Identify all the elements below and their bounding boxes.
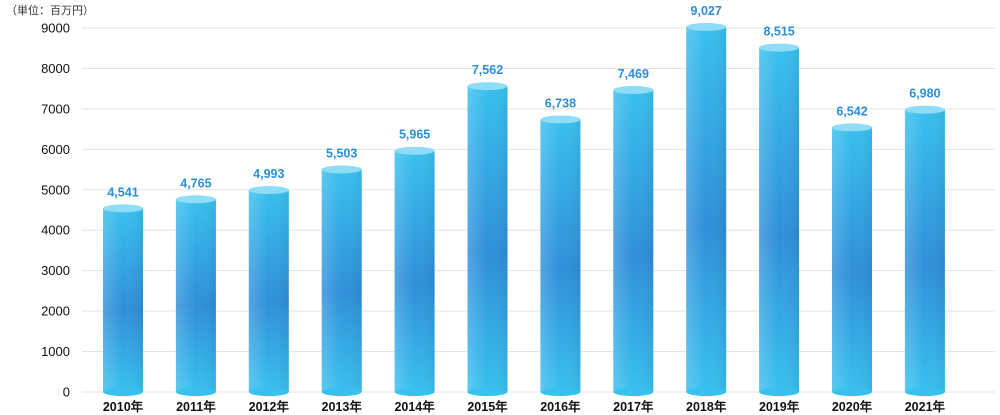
bar-base (467, 388, 508, 396)
bar-cap (686, 22, 727, 31)
bar-cap (613, 85, 654, 94)
bar-cap (832, 123, 872, 132)
x-tick-label: 2012年 (249, 399, 290, 414)
bar-cap (540, 115, 581, 124)
bar-cap (904, 105, 945, 114)
bar-shade (832, 127, 872, 392)
bar-shade (686, 26, 727, 393)
bar-base (613, 388, 654, 396)
bar-cap (759, 43, 800, 52)
bar-shade (759, 47, 800, 393)
bar-base (175, 388, 216, 396)
bar-base (686, 388, 727, 396)
y-tick-label: 6000 (41, 142, 70, 157)
bar-shade (175, 199, 216, 392)
value-label: 5,965 (399, 128, 430, 142)
bar-base (832, 388, 872, 396)
x-tick-label: 2018年 (686, 399, 727, 414)
bar-cap (248, 186, 289, 195)
value-label: 4,541 (107, 185, 138, 199)
bar-cap (321, 165, 362, 174)
value-label: 7,469 (618, 67, 649, 81)
x-tick-label: 2016年 (540, 399, 581, 414)
value-label: 4,993 (253, 167, 284, 181)
bar-base (904, 388, 945, 396)
bar-base (248, 388, 289, 396)
value-label: 6,542 (836, 104, 867, 118)
bar-base (394, 388, 435, 396)
y-tick-label: 1000 (41, 344, 70, 359)
value-label: 8,515 (763, 25, 794, 39)
bar-shade (613, 89, 654, 392)
value-label: 9,027 (691, 4, 722, 18)
bar-shade (321, 169, 362, 392)
bar-shade (394, 150, 435, 392)
x-tick-label: 2013年 (322, 399, 363, 414)
y-tick-label: 7000 (41, 101, 70, 116)
x-tick-label: 2021年 (905, 399, 946, 414)
bar-base (540, 388, 581, 396)
bar-cap (467, 82, 508, 91)
bar-base (321, 388, 362, 396)
y-tick-label: 4000 (41, 223, 70, 238)
x-tick-label: 2011年 (176, 399, 216, 414)
bar-shade (103, 208, 143, 392)
bar-base (103, 388, 143, 396)
y-tick-label: 8000 (41, 61, 70, 76)
x-tick-label: 2014年 (394, 399, 435, 414)
y-tick-label: 2000 (41, 304, 70, 319)
x-tick-label: 2020年 (832, 399, 873, 414)
bar-shade (904, 109, 945, 392)
bar-cap (103, 204, 143, 213)
unit-label: （単位：百万円） (6, 4, 94, 17)
value-label: 5,503 (326, 146, 357, 160)
x-tick-label: 2019年 (759, 399, 800, 414)
value-label: 6,980 (909, 87, 940, 101)
value-label: 4,765 (180, 176, 211, 190)
y-tick-label: 9000 (41, 21, 70, 36)
bar-shade (248, 190, 289, 392)
bar-cap (394, 146, 435, 155)
bar-shade (467, 86, 508, 392)
value-label: 7,562 (472, 63, 503, 77)
bar-base (759, 388, 800, 396)
x-tick-label: 2015年 (467, 399, 508, 414)
value-label: 6,738 (545, 96, 576, 110)
x-tick-label: 2017年 (613, 399, 654, 414)
y-tick-label: 5000 (41, 182, 70, 197)
y-tick-label: 0 (63, 385, 70, 400)
bar-cap (175, 195, 216, 204)
x-tick-label: 2010年 (103, 399, 144, 414)
y-tick-label: 3000 (41, 263, 70, 278)
bar-shade (540, 119, 581, 392)
